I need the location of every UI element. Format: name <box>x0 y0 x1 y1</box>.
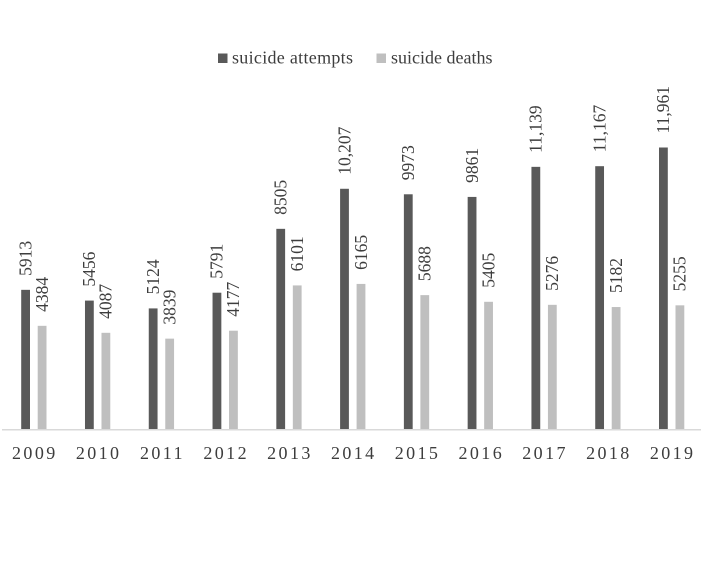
svg-text:4384: 4384 <box>32 277 52 312</box>
svg-text:10,207: 10,207 <box>334 126 354 174</box>
svg-text:2018: 2018 <box>586 443 632 463</box>
svg-text:6165: 6165 <box>351 235 371 270</box>
svg-text:2013: 2013 <box>267 443 313 463</box>
svg-text:5456: 5456 <box>79 251 99 286</box>
svg-text:2015: 2015 <box>395 443 441 463</box>
svg-text:5276: 5276 <box>542 256 562 291</box>
svg-text:3839: 3839 <box>159 289 179 324</box>
svg-text:2012: 2012 <box>203 443 249 463</box>
svg-text:2011: 2011 <box>140 443 185 463</box>
svg-text:11,167: 11,167 <box>589 104 609 152</box>
svg-text:2019: 2019 <box>650 443 696 463</box>
svg-text:5688: 5688 <box>415 246 435 281</box>
svg-text:5405: 5405 <box>478 253 498 288</box>
svg-text:6101: 6101 <box>287 236 307 271</box>
svg-text:5791: 5791 <box>207 244 227 279</box>
svg-text:4177: 4177 <box>223 281 243 316</box>
svg-text:9973: 9973 <box>398 145 418 180</box>
svg-text:2009: 2009 <box>12 443 58 463</box>
svg-text:2014: 2014 <box>331 443 377 463</box>
svg-text:suicide attempts: suicide attempts <box>232 48 353 68</box>
svg-text:5124: 5124 <box>143 259 163 294</box>
svg-text:suicide deaths: suicide deaths <box>391 48 492 68</box>
svg-text:11,139: 11,139 <box>526 105 546 153</box>
svg-text:5913: 5913 <box>15 241 35 276</box>
svg-text:11,961: 11,961 <box>653 86 673 133</box>
svg-text:5255: 5255 <box>670 256 690 291</box>
svg-text:2016: 2016 <box>459 443 505 463</box>
svg-text:2010: 2010 <box>76 443 122 463</box>
svg-text:8505: 8505 <box>271 180 291 215</box>
svg-text:4087: 4087 <box>96 284 116 319</box>
svg-text:2017: 2017 <box>522 443 568 463</box>
svg-text:9861: 9861 <box>462 148 482 183</box>
svg-text:5182: 5182 <box>606 258 626 293</box>
